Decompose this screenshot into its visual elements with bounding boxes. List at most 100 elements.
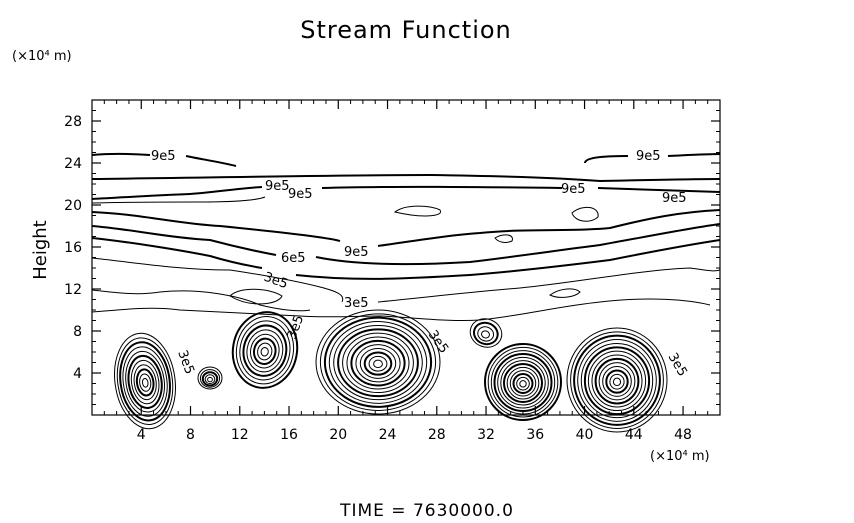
y-tick-label: 4 [73, 366, 82, 382]
contour-lines [91, 152, 721, 322]
vortex-contour [250, 333, 280, 369]
vortex-contour [587, 350, 647, 412]
vortex-contour [114, 332, 176, 430]
vortex-contour [497, 356, 549, 409]
vortex-contour [503, 363, 543, 403]
vortex-contour [570, 331, 664, 429]
contour-line [494, 234, 513, 243]
vortex-contour [139, 373, 152, 392]
contour-line [584, 153, 721, 164]
vortex-contour [328, 321, 428, 404]
vortex-contour [484, 343, 562, 421]
vortex-contour [519, 380, 527, 388]
x-tick-label: 48 [674, 427, 692, 443]
vortex-contour [204, 374, 216, 385]
vortex-contour [319, 313, 437, 411]
vortex-contour [201, 371, 219, 387]
vortex-contour [337, 328, 419, 398]
vortex-contour [257, 342, 273, 361]
contour-label: 9e5 [151, 149, 176, 164]
contour-line [549, 288, 581, 298]
vortex-contour [350, 339, 406, 387]
vortex-contour [235, 316, 295, 385]
contour-label: 9e5 [662, 191, 687, 206]
vortex-contour [500, 360, 546, 406]
vortex-contour [242, 324, 288, 377]
y-tick-label: 24 [64, 156, 82, 172]
contour-label: 9e5 [265, 179, 290, 194]
vortex-contour [577, 339, 657, 422]
contour-label: 3e5 [262, 270, 290, 292]
vortex-contour [359, 348, 397, 379]
contour-line [571, 206, 599, 222]
contour-line [91, 288, 311, 312]
vortex-contour [315, 309, 441, 415]
vortex-contour [239, 320, 291, 381]
x-tick-label: 4 [137, 427, 146, 443]
x-tick-label: 44 [625, 427, 643, 443]
contour-line [91, 152, 237, 167]
vortex-contour [246, 329, 284, 373]
vortex-contour [231, 311, 299, 389]
contour-line [91, 196, 266, 204]
vortex-contour [469, 318, 503, 348]
contour-label: 6e5 [281, 251, 306, 266]
contour-line [393, 205, 442, 217]
vortex-contour [609, 373, 625, 390]
contour-label: 3e5 [285, 313, 307, 341]
vortex-contour [130, 359, 160, 405]
vortex-contours [114, 309, 668, 433]
y-tick-label: 28 [64, 114, 82, 130]
contour-line [91, 223, 721, 266]
vortex-contour [481, 330, 490, 339]
contour-label: 9e5 [561, 182, 586, 197]
vortex-contour [253, 337, 277, 365]
vortex-contour [342, 332, 414, 394]
vortex-contour [602, 366, 632, 397]
y-unit-label: (×10⁴ m) [12, 49, 72, 64]
x-tick-label: 12 [231, 427, 249, 443]
vortex-contour [594, 357, 640, 405]
x-tick-label: 32 [477, 427, 495, 443]
contour-line [91, 237, 721, 280]
vortex-contour [260, 347, 269, 357]
vortex-contour [197, 366, 223, 390]
vortex-contour [368, 355, 388, 372]
vortex-contour [516, 376, 530, 391]
vortex-contour [119, 341, 171, 422]
contour-line [91, 257, 721, 303]
vortex-contour [573, 334, 661, 426]
contour-labels: 9e5 9e5 9e5 9e5 9e5 9e5 9e5 6e5 3e5 3e5 … [151, 149, 690, 379]
x-tick-label: 8 [186, 427, 195, 443]
contour-label: 9e5 [288, 187, 313, 202]
x-tick-label: 40 [576, 427, 594, 443]
x-tick-label: 24 [379, 427, 397, 443]
vortex-contour [598, 362, 636, 401]
contour-line [91, 185, 721, 200]
vortex-contour [323, 316, 433, 408]
chart-title: Stream Function [300, 16, 512, 44]
contour-label: 9e5 [344, 245, 369, 260]
vortex-contour [605, 369, 629, 394]
x-tick-label: 36 [526, 427, 544, 443]
vortex-contour [135, 368, 155, 397]
contour-line [91, 298, 711, 322]
contour-label: 3e5 [344, 296, 369, 311]
vortex-contour [509, 370, 537, 397]
x-tick-label: 28 [428, 427, 446, 443]
vortex-contour [199, 369, 221, 388]
vortex-contour [125, 350, 165, 413]
vortex-contour [207, 376, 213, 383]
vortex-contour [116, 337, 174, 426]
y-tick-label: 20 [64, 198, 82, 214]
time-label: TIME = 7630000.0 [339, 501, 514, 519]
vortex-contour [142, 377, 149, 388]
vortex-contour [127, 354, 163, 409]
vortex-contour [580, 342, 654, 419]
vortex-contour [122, 346, 168, 417]
vortex-contour [355, 344, 401, 383]
contour-label: 9e5 [636, 149, 661, 164]
